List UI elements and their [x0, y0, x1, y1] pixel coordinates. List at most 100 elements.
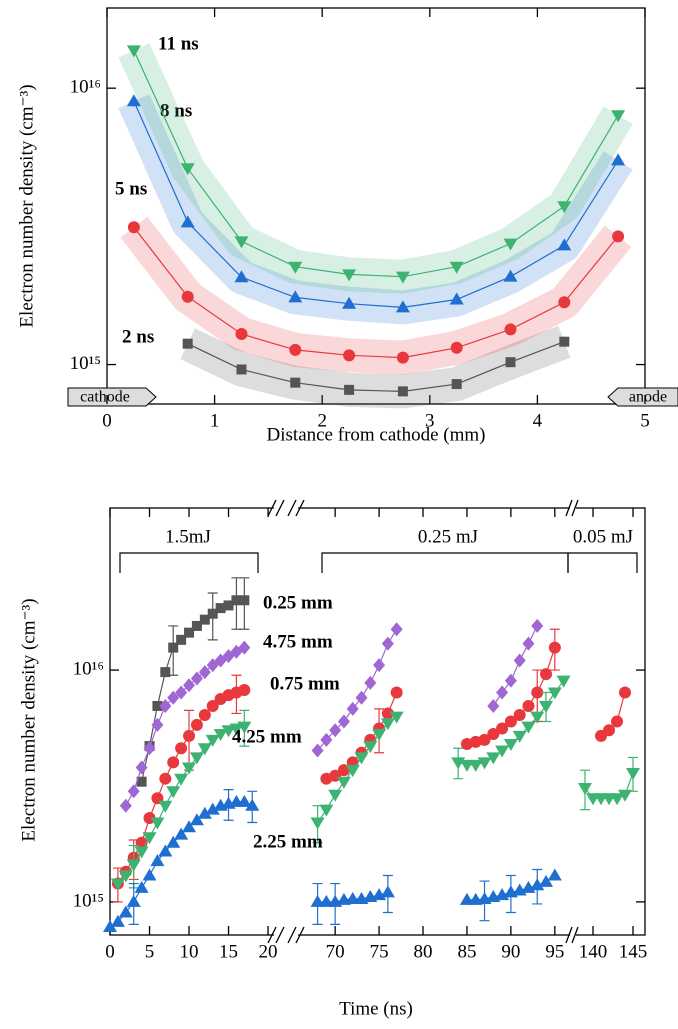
series-line — [109, 801, 556, 928]
x-tick-label: 1 — [210, 410, 220, 431]
data-point — [288, 290, 303, 303]
data-point — [558, 296, 571, 309]
x-tick-label: 20 — [259, 941, 278, 962]
data-point — [207, 608, 218, 619]
data-point — [206, 699, 219, 712]
data-point — [182, 762, 197, 775]
data-point — [530, 878, 545, 891]
data-point — [329, 723, 342, 738]
annotation: 1.5mJ — [165, 526, 211, 547]
data-point — [126, 94, 141, 107]
data-point — [126, 859, 141, 872]
data-point — [175, 742, 188, 755]
data-point — [486, 752, 501, 765]
data-point — [189, 813, 204, 826]
data-point — [150, 854, 165, 867]
data-point — [396, 351, 409, 364]
x-tick-label: 10 — [180, 941, 199, 962]
data-point — [238, 640, 251, 655]
data-point — [355, 690, 368, 705]
x-tick-label: 5 — [640, 410, 650, 431]
series-line — [133, 226, 619, 359]
x-tick-label: 90 — [501, 941, 520, 962]
data-point — [342, 269, 357, 282]
data-point — [478, 733, 491, 746]
data-point — [231, 595, 242, 606]
data-point — [199, 614, 210, 625]
data-point — [381, 707, 394, 720]
data-point — [603, 724, 615, 737]
data-point — [110, 914, 125, 927]
x-tick-label: 70 — [326, 941, 345, 962]
data-point — [487, 727, 500, 740]
series-label: 4.75 mm — [263, 631, 333, 652]
series-line — [133, 50, 619, 278]
data-point — [183, 678, 196, 693]
data-point — [487, 698, 500, 713]
data-point — [197, 806, 212, 819]
data-point — [619, 686, 631, 699]
cathode-tag — [67, 387, 157, 407]
series-label: 11 ns — [158, 33, 199, 54]
data-point — [183, 729, 196, 742]
data-point — [449, 292, 464, 305]
x-tick-label: 0 — [105, 941, 115, 962]
data-point — [380, 718, 395, 731]
data-point — [191, 620, 202, 631]
series-label: 2.25 mm — [253, 831, 323, 852]
data-point — [158, 844, 173, 857]
data-point — [237, 721, 252, 734]
data-point — [540, 668, 553, 681]
data-point — [151, 717, 164, 732]
data-point — [504, 673, 517, 688]
data-point — [159, 772, 172, 785]
data-point — [531, 618, 544, 633]
data-point — [245, 798, 260, 811]
data-point — [503, 269, 518, 282]
data-point — [176, 634, 187, 645]
data-point — [504, 715, 517, 728]
data-point — [373, 658, 386, 673]
data-point — [612, 230, 625, 243]
data-point — [513, 653, 526, 668]
data-point — [521, 721, 536, 734]
anode-tag — [607, 387, 678, 407]
data-point — [221, 725, 236, 738]
data-point — [618, 789, 632, 802]
x-tick-label: 2 — [317, 410, 327, 431]
data-point — [346, 701, 359, 716]
data-point — [319, 804, 334, 817]
data-point — [495, 745, 510, 758]
data-point — [310, 894, 325, 907]
series-label: 4.25 mm — [232, 726, 302, 747]
data-point — [449, 261, 464, 274]
data-point — [530, 711, 545, 724]
data-point — [103, 919, 117, 932]
data-point — [198, 665, 211, 680]
data-point — [160, 667, 171, 678]
y-tick-label: 10¹⁶ — [70, 77, 101, 98]
data-point — [611, 153, 626, 166]
data-point — [611, 110, 626, 123]
data-point — [190, 671, 203, 686]
data-point — [126, 45, 141, 58]
data-point — [503, 238, 518, 251]
data-point — [611, 715, 623, 728]
data-point — [345, 891, 360, 904]
series-label: 0.75 mm — [270, 673, 340, 694]
plot-frame-2 — [109, 507, 646, 936]
data-point — [142, 832, 157, 845]
series-label: 0.25 mm — [263, 592, 333, 613]
x-tick-label: 3 — [425, 410, 435, 431]
data-point — [496, 685, 509, 700]
data-point — [626, 767, 640, 780]
data-point — [190, 718, 203, 731]
data-point — [320, 732, 333, 747]
data-point — [110, 878, 125, 891]
data-point — [182, 338, 193, 349]
data-point — [215, 603, 226, 614]
data-point — [180, 163, 195, 176]
data-point — [134, 880, 149, 893]
data-point — [238, 684, 251, 697]
